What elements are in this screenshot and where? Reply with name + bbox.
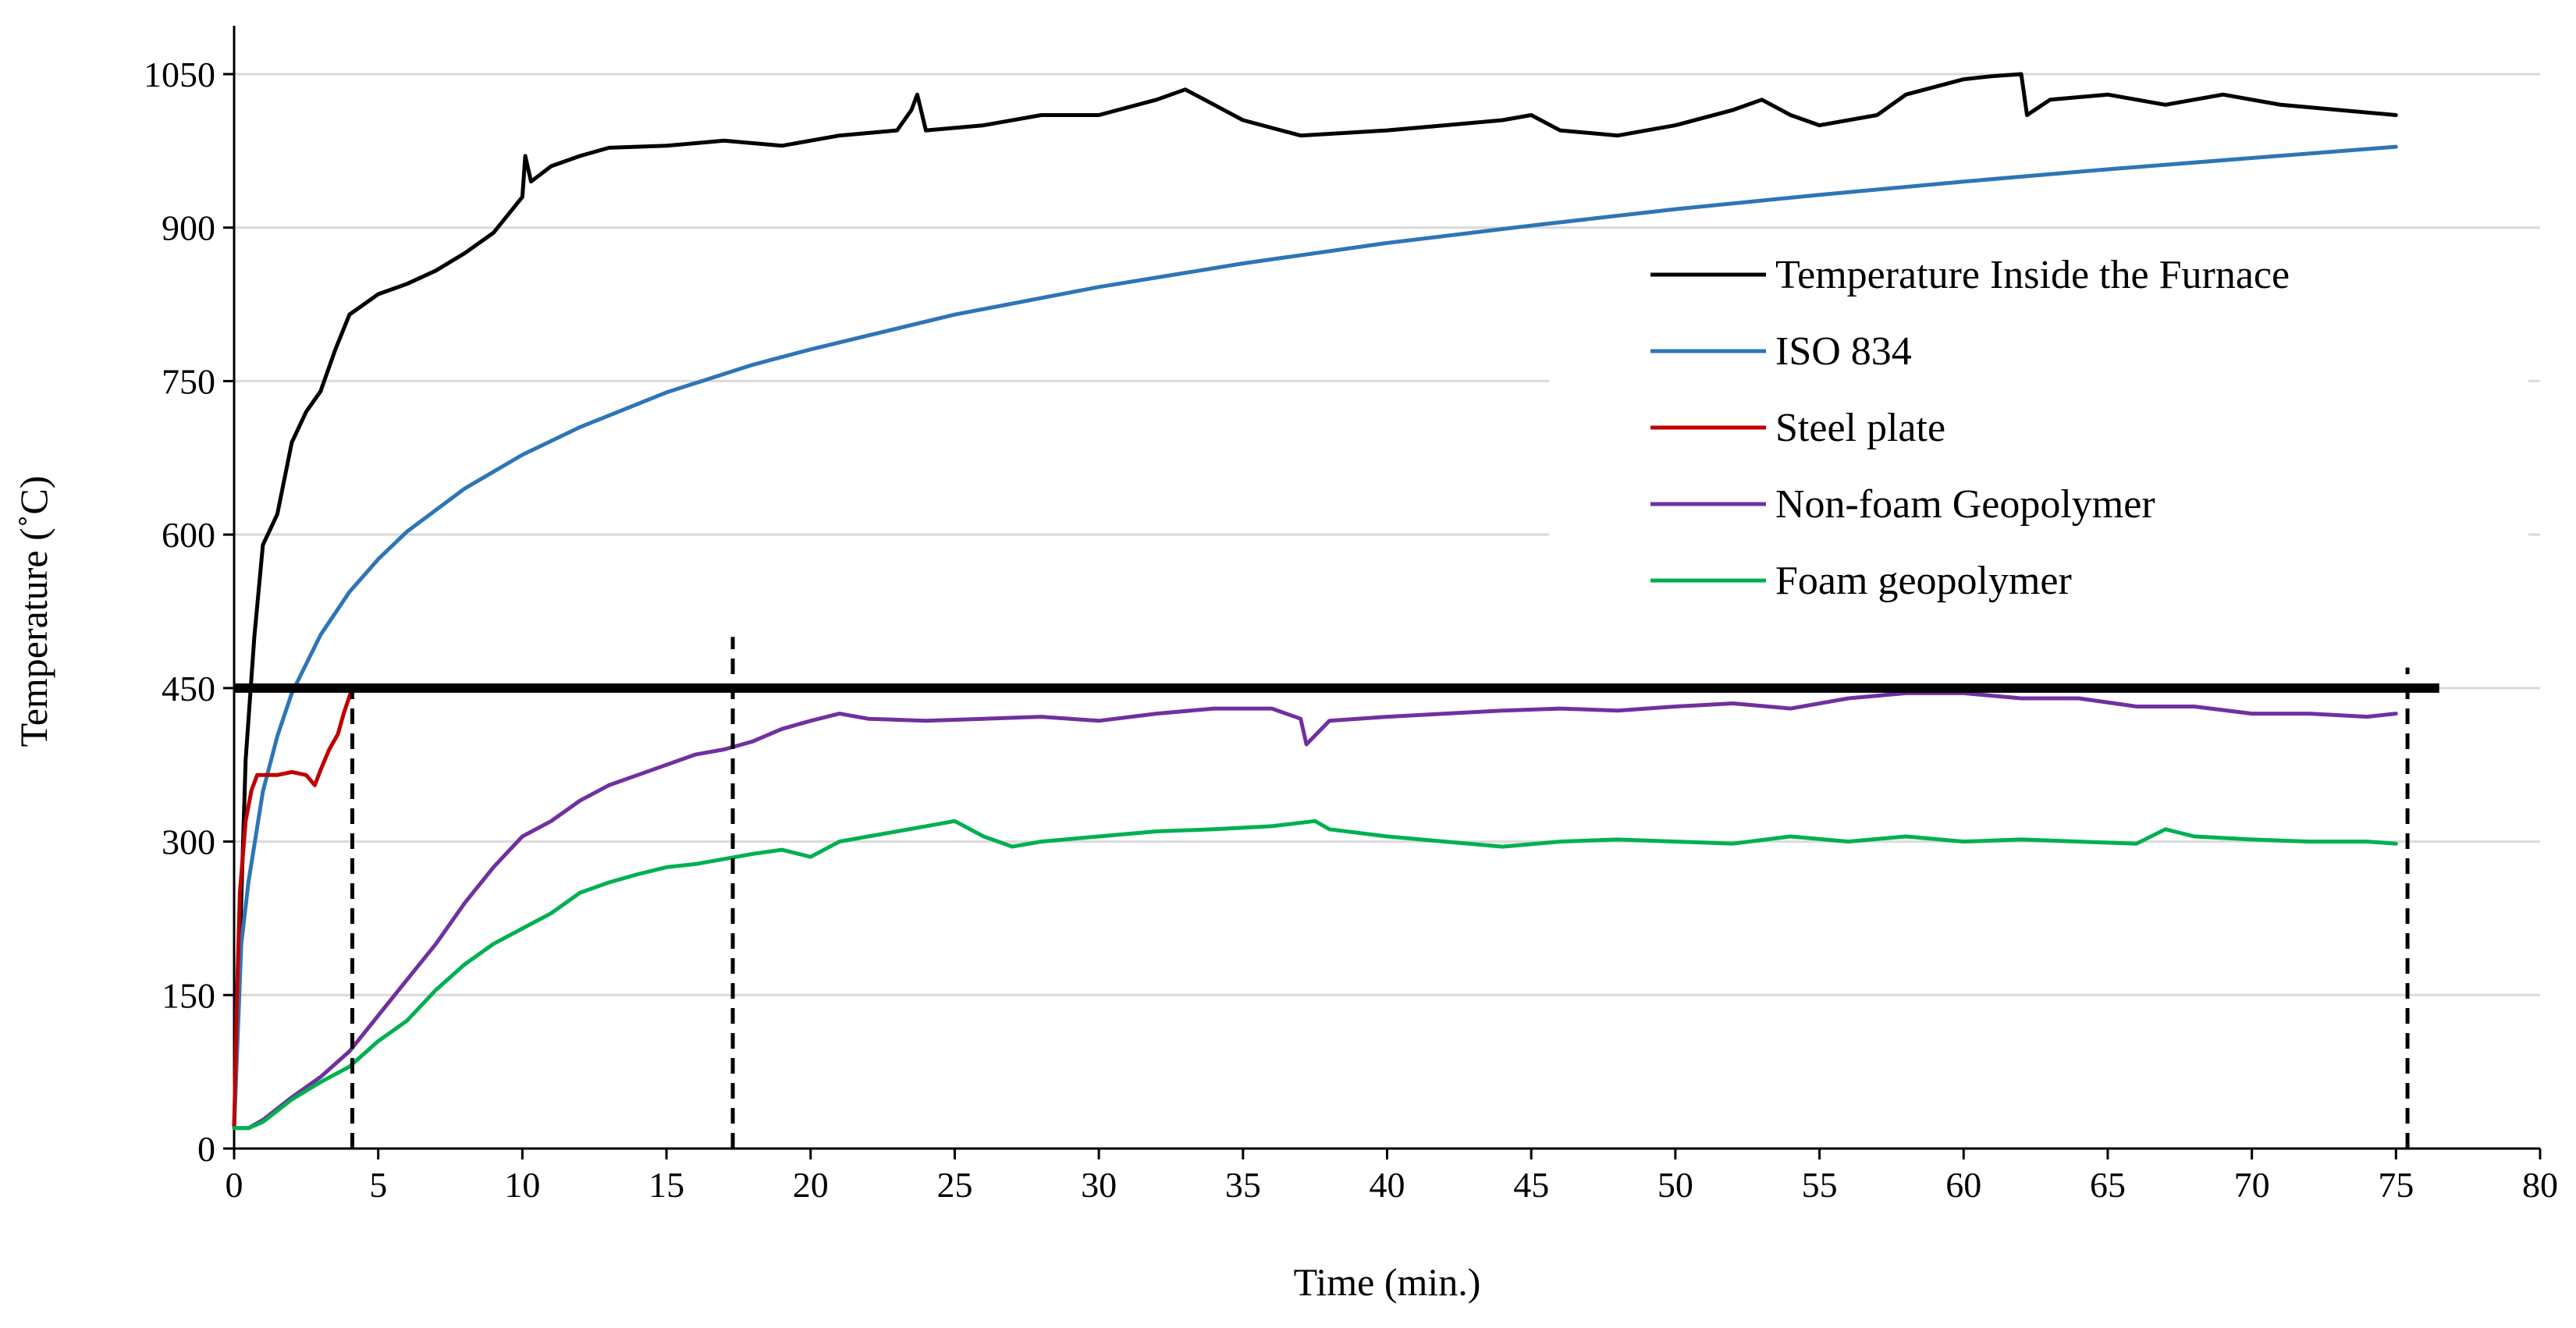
x-tick-label-30: 30 [1081, 1165, 1117, 1205]
x-axis-title: Time (min.) [1294, 1260, 1481, 1304]
x-tick-label-0: 0 [226, 1165, 243, 1205]
x-tick-label-5: 5 [369, 1165, 387, 1205]
y-tick-label-600: 600 [162, 515, 215, 555]
y-tick-label-900: 900 [162, 208, 215, 248]
y-tick-label-1050: 1050 [144, 55, 215, 94]
x-tick-label-40: 40 [1370, 1165, 1405, 1205]
x-tick-label-65: 65 [2090, 1165, 2126, 1205]
axes: 0 150 300 450 600 750 900 1050 0 5 10 15 20 25 30 35 40 4… [144, 26, 2558, 1205]
x-tick-label-20: 20 [793, 1165, 829, 1205]
legend-label-1: ISO 834 [1775, 329, 1912, 374]
x-tick-label-55: 55 [1802, 1165, 1838, 1205]
legend-background [1549, 234, 2528, 640]
legend-label-2: Steel plate [1775, 406, 1945, 450]
series-line-non-foam-geopolymer [232, 691, 2398, 1131]
y-tick-label-150: 150 [162, 975, 215, 1015]
y-tick-label-750: 750 [162, 361, 215, 401]
legend-label-4: Foam geopolymer [1775, 559, 2072, 603]
x-tick-label-25: 25 [936, 1165, 972, 1205]
series-line-temperature-inside-the-furnace [232, 72, 2398, 1131]
series-group [232, 72, 2398, 1131]
legend-label-0: Temperature Inside the Furnace [1775, 253, 2290, 297]
reference-lines [234, 637, 2439, 1149]
x-tick-label-70: 70 [2234, 1165, 2270, 1205]
series-line-iso-834 [232, 144, 2398, 1131]
x-tick-label-35: 35 [1225, 1165, 1261, 1205]
legend-label-3: Non-foam Geopolymer [1775, 482, 2155, 527]
x-tick-label-80: 80 [2522, 1165, 2558, 1205]
x-tick-label-45: 45 [1513, 1165, 1549, 1205]
x-tick-label-60: 60 [1945, 1165, 1981, 1205]
x-tick-label-15: 15 [648, 1165, 684, 1205]
x-tick-label-50: 50 [1658, 1165, 1693, 1205]
series-line-foam-geopolymer [232, 818, 2398, 1131]
y-tick-label-450: 450 [162, 669, 215, 708]
y-tick-label-0: 0 [197, 1129, 215, 1169]
x-tick-label-75: 75 [2378, 1165, 2414, 1205]
y-axis-title: Temperature (˚C) [12, 476, 55, 747]
series-line-steel-plate [232, 686, 354, 1131]
y-tick-label-300: 300 [162, 822, 215, 862]
legend: Temperature Inside the Furnace ISO 834 Ste… [1549, 234, 2528, 640]
x-tick-label-10: 10 [504, 1165, 540, 1205]
